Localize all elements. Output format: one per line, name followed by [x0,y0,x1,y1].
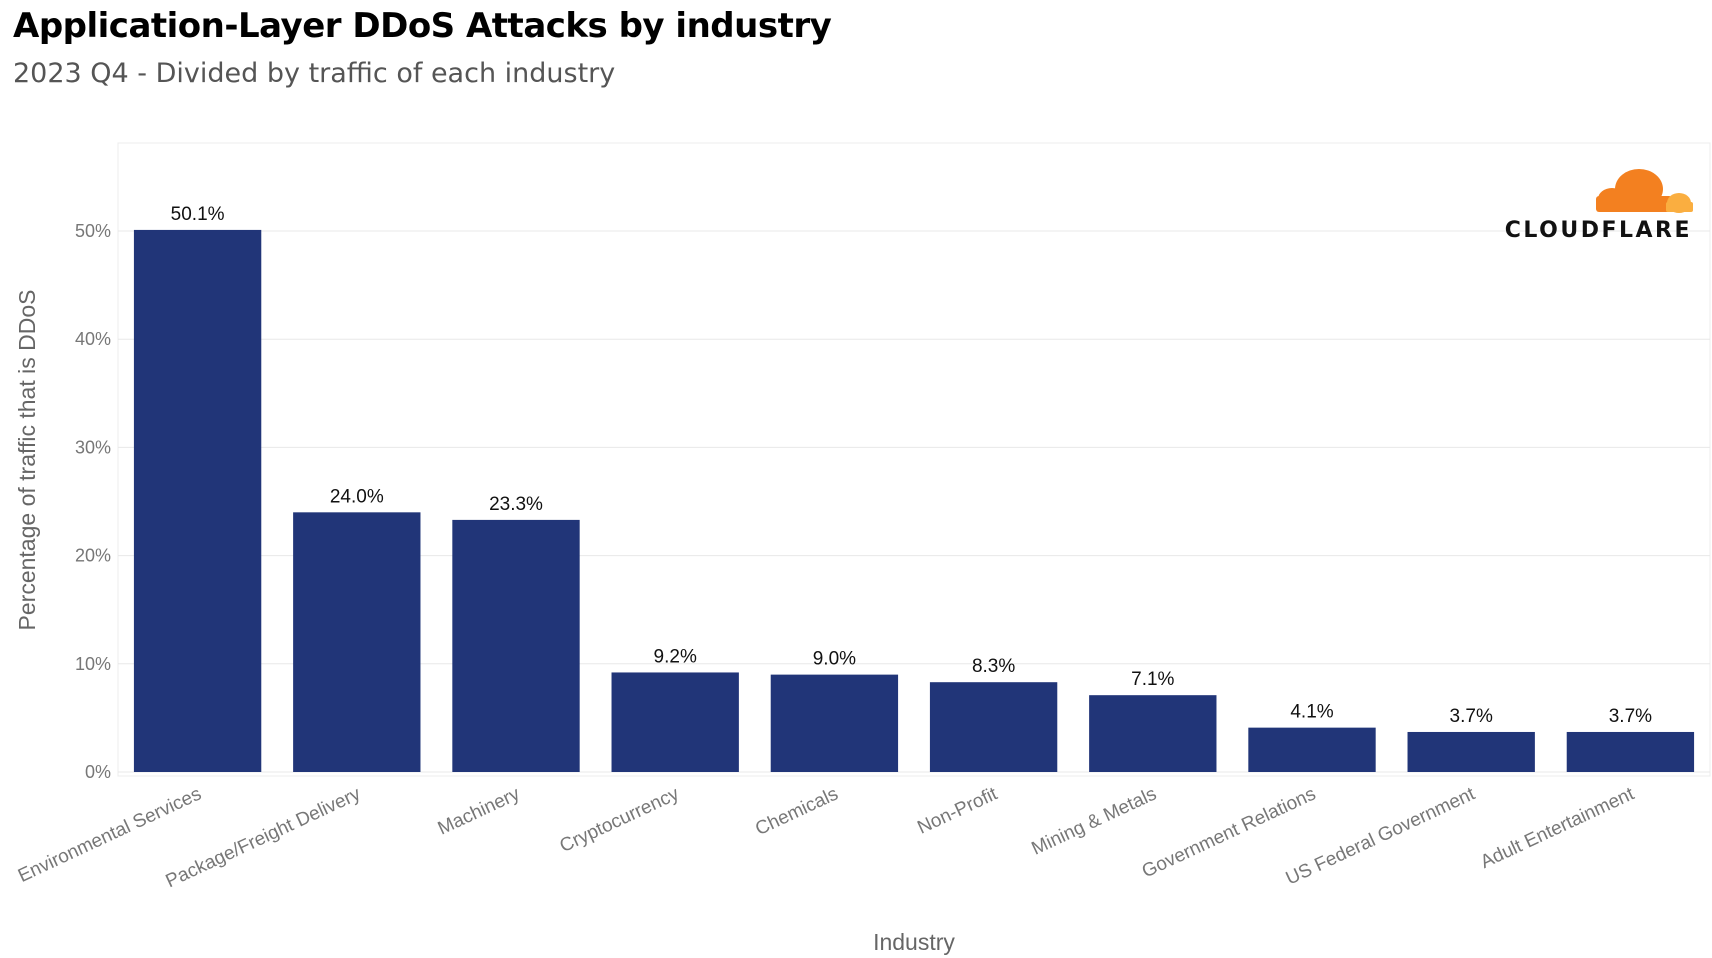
y-axis-ticks: 0% 10% 20% 30% 40% 50% [75,221,111,782]
data-label: 23.3% [489,494,543,515]
y-tick-label: 10% [75,654,111,674]
data-label: 9.2% [654,646,697,667]
y-tick-label: 0% [85,762,111,782]
x-tick-label: Mining & Metals [1029,783,1160,859]
bar [1566,731,1695,772]
y-axis-label: Percentage of traffic that is DDoS [14,290,40,631]
data-label: 8.3% [972,656,1015,677]
y-tick-label: 30% [75,437,111,457]
data-label: 4.1% [1290,702,1333,723]
chart-title: Application-Layer DDoS Attacks by indust… [13,6,832,46]
bar [929,682,1058,772]
x-tick-label: Cryptocurrency [557,783,683,857]
bar [1248,727,1376,772]
chart-subtitle: 2023 Q4 - Divided by traffic of each ind… [13,58,616,89]
x-tick-label: Non-Profit [914,783,1001,838]
cloud-icon [1596,169,1693,213]
plot-area [117,142,1711,777]
bar [1089,695,1217,772]
bar [293,512,421,772]
data-label: 24.0% [330,486,384,507]
x-tick-label: Chemicals [752,783,841,840]
data-label: 7.1% [1131,669,1174,690]
y-tick-label: 40% [75,329,111,349]
bar [1407,731,1535,772]
x-axis-label: Industry [873,929,955,955]
bars [133,229,1695,773]
x-tick-label: Machinery [435,783,524,839]
bar [611,672,739,772]
data-label: 3.7% [1609,706,1652,727]
data-label: 9.0% [813,649,856,670]
data-labels: 50.1% 24.0% 23.3% 9.2% 9.0% 8.3% 7.1% 4.1% 3.7% 3… [171,204,1652,727]
bar [770,674,899,772]
bar [133,229,262,773]
logo-text: CLOUDFLARE [1505,218,1692,243]
cloudflare-logo: CLOUDFLARE [1505,169,1693,243]
data-label: 3.7% [1450,706,1493,727]
y-tick-label: 20% [75,546,111,566]
y-tick-label: 50% [75,221,111,241]
x-tick-label: Adult Entertainment [1477,783,1638,873]
data-label: 50.1% [171,204,225,225]
bar [452,519,580,772]
